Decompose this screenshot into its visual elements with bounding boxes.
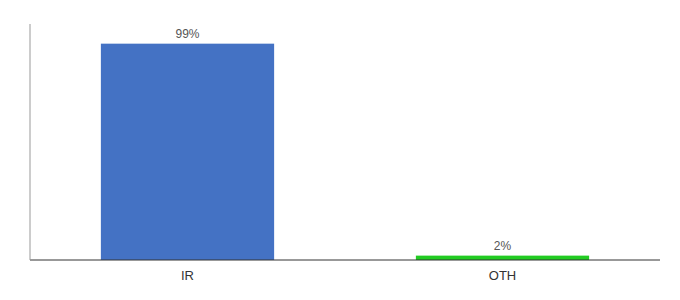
bars <box>101 44 589 260</box>
x-tick-label: OTH <box>489 268 516 283</box>
data-label: 99% <box>175 27 199 41</box>
chart-container: IR OTH 99% 2% <box>0 0 680 300</box>
data-label: 2% <box>494 239 512 253</box>
bar <box>416 256 589 260</box>
data-labels: 99% 2% <box>175 27 511 253</box>
x-axis-line <box>30 260 660 261</box>
x-tick-labels: IR OTH <box>181 268 516 283</box>
x-tick-label: IR <box>181 268 194 283</box>
chart: IR OTH 99% 2% <box>0 0 680 300</box>
axes <box>30 24 660 260</box>
bar <box>101 44 274 260</box>
y-axis-line <box>30 24 31 260</box>
page: {"chart_data": {"type": "bar", "categori… <box>0 0 680 300</box>
